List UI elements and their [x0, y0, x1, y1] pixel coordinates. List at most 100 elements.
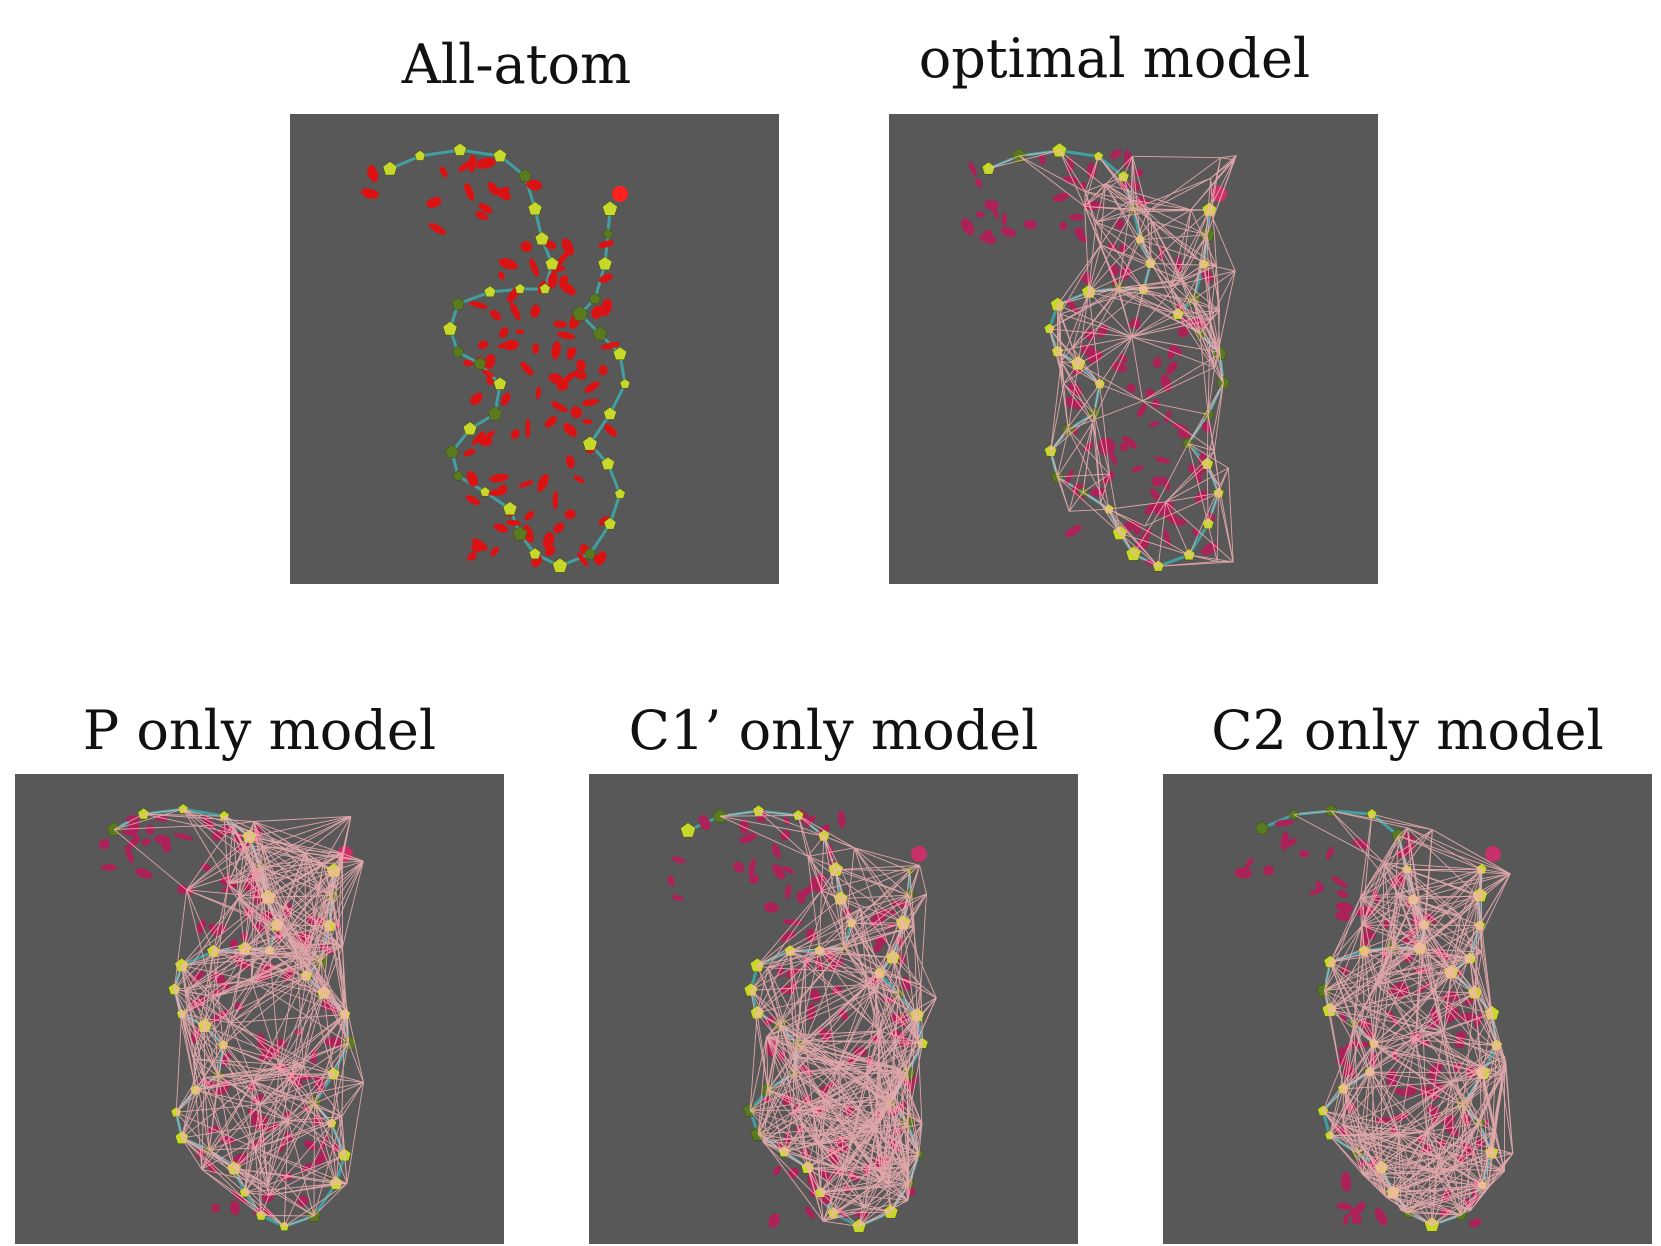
base-blob [570, 406, 582, 419]
base-blob [573, 475, 585, 484]
sugar-pentagon [552, 557, 568, 573]
sugar-pentagon [502, 501, 518, 516]
base-blob [475, 157, 496, 169]
sugar-pentagon [612, 346, 628, 361]
base-blob [100, 864, 118, 871]
network-edges [1293, 810, 1514, 1226]
base-blob [748, 858, 756, 877]
base-blob [498, 271, 505, 280]
network-edges [988, 150, 1237, 567]
base-blob [520, 361, 534, 376]
sugar-pentagon [680, 822, 696, 838]
base-blob [475, 211, 488, 221]
base-blob [211, 1203, 221, 1213]
base-blob [1152, 356, 1162, 368]
base-blob [1064, 469, 1074, 486]
sugar-pentagon [414, 150, 426, 161]
base-blob [1201, 268, 1214, 284]
base-blob [1177, 326, 1189, 338]
sugar-pentagon [582, 435, 598, 451]
base-blob [1000, 226, 1017, 238]
sugar-pentagon [1255, 821, 1269, 835]
base-blob [1166, 361, 1178, 375]
base-blob [581, 398, 599, 407]
sugar-pentagon [479, 486, 491, 497]
base-blob [1131, 318, 1141, 329]
base-blob [771, 843, 781, 859]
base-blob [426, 197, 442, 208]
base-blob [1201, 421, 1212, 433]
base-blob [141, 838, 151, 846]
sugar-pentagon [473, 357, 487, 370]
base-blob [1023, 220, 1038, 230]
base-blob [1473, 1013, 1483, 1028]
sugar-pentagon [453, 142, 467, 156]
base-blob [558, 275, 569, 285]
base-blob [1119, 443, 1128, 452]
base-blob [221, 883, 239, 893]
sugar-pentagon [451, 297, 465, 310]
sugar-pentagon [445, 444, 459, 458]
base-blob [593, 554, 603, 566]
sugar-pentagon [589, 292, 601, 305]
base-blob [768, 1213, 780, 1228]
base-blob [1131, 465, 1144, 472]
base-blob [509, 302, 521, 321]
base-blob [484, 354, 496, 370]
base-blob [478, 203, 493, 214]
base-blob [486, 375, 494, 386]
base-blob [174, 833, 194, 841]
base-blob [1280, 831, 1290, 851]
base-blob [1154, 456, 1171, 464]
network-edges [719, 810, 937, 1227]
base-blob [1087, 351, 1103, 364]
base-blob [1150, 488, 1160, 501]
base-blob [1274, 819, 1294, 827]
sugar-pentagon [981, 161, 996, 175]
base-blob [773, 1165, 782, 1175]
base-blob [472, 431, 485, 446]
base-blob [763, 902, 780, 913]
base-blob [428, 222, 447, 235]
base-blob [439, 166, 448, 178]
base-blob [1177, 428, 1191, 440]
base-blob [1351, 1201, 1366, 1217]
base-blob [1351, 1214, 1362, 1225]
base-blob [317, 1151, 328, 1162]
base-blob [1340, 1172, 1352, 1192]
base-blob [1335, 911, 1351, 921]
base-blob [367, 165, 376, 179]
base-blob [470, 392, 483, 405]
base-blob [98, 838, 110, 850]
base-blob [1234, 867, 1253, 879]
base-blob [827, 843, 834, 860]
sugar-pentagon [462, 421, 478, 436]
base-blob [467, 552, 477, 561]
sugar-pentagon [603, 517, 617, 530]
base-blob [518, 480, 534, 488]
base-blob [466, 471, 479, 487]
base-blob [556, 251, 569, 267]
base-blob [215, 974, 231, 991]
base-blob [489, 309, 502, 321]
sugar-pentagon [487, 406, 503, 421]
base-blob [1299, 849, 1310, 858]
base-blob [468, 301, 488, 309]
base-blob [482, 369, 495, 378]
base-blob [1386, 1069, 1398, 1088]
base-blob [772, 863, 786, 880]
base-blob [544, 416, 557, 428]
panel-title-c2-only-model: C2 only model [1211, 699, 1604, 762]
molecule-render-all-atom [361, 142, 631, 573]
base-blob [465, 495, 480, 506]
sugar-pentagon [527, 201, 543, 216]
base-blob [698, 814, 711, 831]
sugar-pentagon [597, 256, 613, 271]
base-blob [763, 1015, 776, 1026]
base-blob [598, 273, 613, 283]
base-blob [1052, 192, 1070, 203]
base-blob [600, 298, 612, 317]
base-blob [297, 1195, 309, 1207]
sugar-pentagon [493, 148, 507, 162]
base-blob [530, 304, 541, 318]
